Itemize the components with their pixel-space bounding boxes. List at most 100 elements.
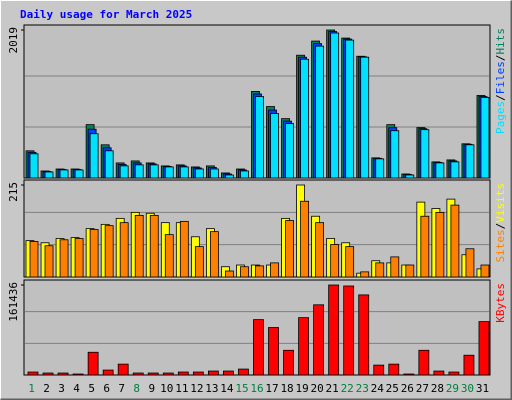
bar [253, 319, 264, 376]
x-tick-label: 13 [205, 382, 218, 395]
bar [132, 372, 144, 376]
bar [390, 130, 400, 179]
bar [44, 171, 54, 179]
legend: Sites/Visits [494, 183, 507, 263]
bar [238, 368, 249, 376]
bar [117, 363, 129, 376]
bar [119, 165, 129, 179]
bar [313, 304, 325, 376]
bar [207, 370, 219, 376]
chart-title: Daily usage for March 2025 [20, 8, 192, 21]
bar [270, 262, 279, 278]
bar [390, 256, 400, 278]
bar [164, 166, 174, 179]
x-tick-label: 12 [190, 382, 203, 395]
bar [420, 129, 430, 179]
bar [345, 246, 355, 278]
bar [89, 133, 99, 179]
bar [134, 214, 144, 278]
x-tick-label: 29 [446, 382, 459, 395]
bar [435, 162, 445, 179]
bar [403, 373, 415, 376]
bar [343, 285, 355, 376]
bar [147, 372, 159, 376]
bar [315, 45, 325, 179]
x-tick-label: 30 [461, 382, 474, 395]
bar [463, 354, 475, 376]
bar [89, 229, 99, 278]
x-tick-label: 9 [148, 382, 155, 395]
bar [465, 144, 475, 179]
bar [29, 241, 39, 278]
bar [27, 371, 39, 376]
x-tick-label: 21 [326, 382, 339, 395]
x-tick-label: 27 [416, 382, 429, 395]
bar [450, 161, 460, 179]
x-tick-label: 5 [88, 382, 95, 395]
legend-entry: Visits [494, 183, 507, 223]
bar [149, 214, 159, 278]
bar [255, 265, 264, 278]
bar [240, 170, 249, 179]
bar [300, 200, 309, 278]
legend-entry: Files [494, 61, 507, 94]
bar [164, 234, 174, 278]
bar [450, 204, 460, 278]
bar [315, 222, 325, 278]
bar [179, 220, 189, 278]
bar [360, 56, 370, 179]
x-tick-label: 25 [386, 382, 399, 395]
x-tick-label: 7 [118, 382, 125, 395]
x-tick-label: 2 [43, 382, 50, 395]
bar [433, 370, 445, 376]
bar [255, 96, 264, 179]
bar [375, 158, 385, 179]
bar [480, 264, 490, 278]
bar [268, 327, 279, 376]
bar [104, 225, 114, 278]
bar [373, 364, 385, 376]
bar [177, 371, 189, 376]
bar [72, 373, 84, 376]
bar [104, 150, 114, 179]
bar [119, 222, 129, 278]
x-tick-label: 23 [356, 382, 369, 395]
bar [59, 239, 69, 278]
bar [418, 349, 430, 376]
bar [388, 363, 400, 376]
x-tick-label: 10 [160, 382, 173, 395]
bar [57, 372, 69, 376]
x-tick-label: 18 [280, 382, 293, 395]
x-tick-label: 24 [371, 382, 385, 395]
bar [209, 231, 219, 278]
bar [209, 168, 219, 179]
bar [194, 246, 204, 278]
bar [330, 244, 340, 278]
bar [285, 123, 294, 179]
bar [74, 169, 84, 179]
bar [270, 113, 279, 179]
y-tick-label: 161436 [7, 282, 20, 322]
y-tick-label: 215 [7, 182, 20, 202]
bar [240, 266, 249, 278]
x-tick-label: 14 [220, 382, 234, 395]
x-tick-label: 11 [175, 382, 188, 395]
bar [345, 39, 355, 179]
x-tick-label: 22 [341, 382, 354, 395]
x-tick-label: 1 [28, 382, 35, 395]
x-tick-label: 8 [133, 382, 140, 395]
bar [298, 317, 309, 376]
bar [448, 371, 460, 376]
bar [405, 264, 415, 278]
bar [87, 351, 99, 376]
bar [162, 372, 174, 376]
x-tick-label: 16 [250, 382, 263, 395]
legend: KBytes [494, 283, 507, 323]
bar [420, 215, 430, 278]
bar [59, 169, 69, 179]
bar [225, 270, 234, 278]
bar [300, 58, 309, 179]
x-tick-label: 20 [311, 382, 324, 395]
legend: Pages/Files/Hits [494, 28, 507, 134]
bar [44, 245, 54, 278]
